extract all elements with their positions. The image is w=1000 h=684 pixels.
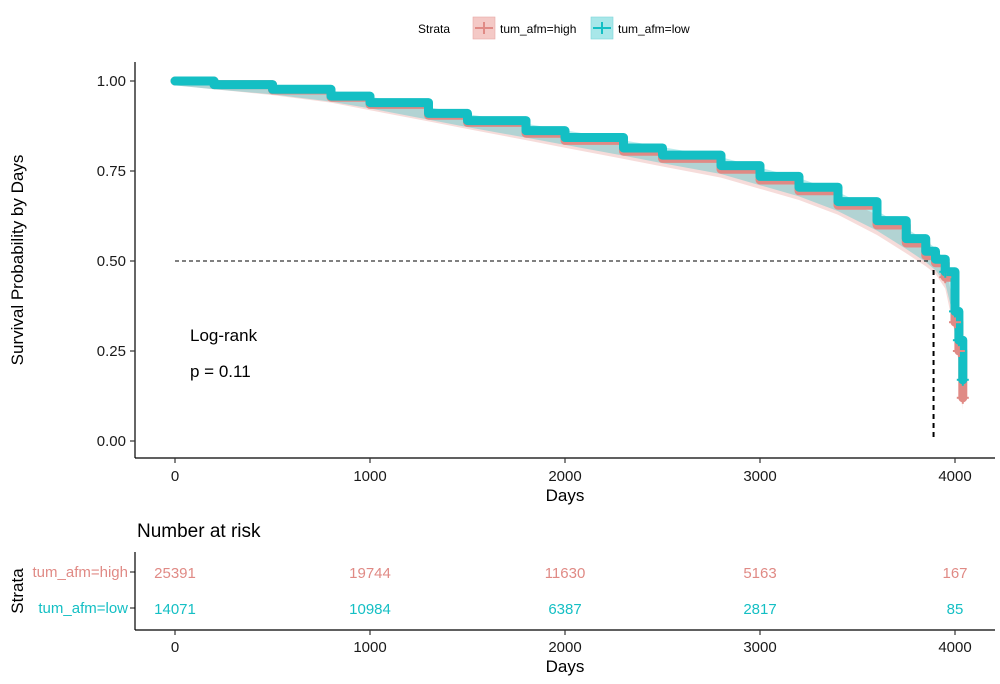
confidence-band-high [175,81,963,411]
x-tick-label: 2000 [548,468,581,485]
risk-cell: 10984 [349,601,391,618]
y-tick-label: 1.00 [97,73,126,90]
y-tick-label: 0.00 [97,433,126,450]
y-axis-title: Survival Probability by Days [8,155,27,366]
x-tick-label: 3000 [743,468,776,485]
risk-x-tick-label: 2000 [548,639,581,656]
y-axis-ticks: 0.00 0.25 0.50 0.75 1.00 [97,73,135,450]
risk-cell: 2817 [743,601,776,618]
risk-cell: 14071 [154,601,196,618]
risk-row-label: tum_afm=high [33,564,128,581]
censor-marks [939,265,969,404]
risk-x-axis-ticks: 0 1000 2000 3000 4000 [171,630,972,656]
plot-area: 0 1000 2000 3000 4000 0.00 0.25 0.50 0.75 1.00 [97,62,995,485]
y-tick-label: 0.50 [97,253,126,270]
series-line-low [170,76,968,385]
risk-row-label: tum_afm=low [38,600,128,617]
risk-x-tick-label: 0 [171,639,179,656]
risk-table-rows: tum_afm=high 25391 19744 11630 5163 167 tum_af… [33,564,968,618]
y-tick-label: 0.25 [97,343,126,360]
risk-x-tick-label: 1000 [353,639,386,656]
risk-cell: 25391 [154,565,196,582]
risk-x-tick-label: 4000 [938,639,971,656]
x-tick-label: 1000 [353,468,386,485]
x-axis-title: Days [546,486,585,505]
legend-label-high: tum_afm=high [500,22,576,36]
confidence-band-low [175,81,963,393]
risk-cell: 19744 [349,565,391,582]
legend: Strata tum_afm=high tum_afm=low [418,16,690,40]
risk-cell: 5163 [743,565,776,582]
risk-cell: 6387 [548,601,581,618]
risk-x-tick-label: 3000 [743,639,776,656]
risk-cell: 11630 [545,565,586,582]
y-tick-label: 0.75 [97,163,126,180]
risk-x-axis-title: Days [546,657,585,676]
risk-cell: 85 [947,601,964,618]
logrank-label: Log-rank [190,326,258,345]
legend-key-low [590,16,614,40]
x-tick-label: 0 [171,468,179,485]
legend-key-high [472,16,496,40]
x-tick-label: 4000 [938,468,971,485]
legend-label-low: tum_afm=low [618,22,690,36]
risk-y-axis-title: Strata [8,568,27,614]
risk-table: Number at risk tum_afm=high 25391 19744 116… [33,521,995,656]
x-axis-ticks: 0 1000 2000 3000 4000 [171,458,972,485]
risk-cell: 167 [942,565,967,582]
pvalue-label: p = 0.11 [190,362,251,381]
legend-title: Strata [418,22,450,36]
risk-table-title: Number at risk [137,521,261,542]
